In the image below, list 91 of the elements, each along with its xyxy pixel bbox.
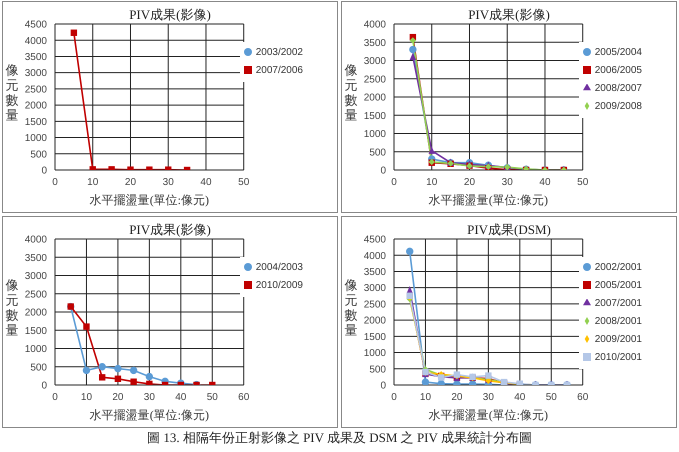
y-tick-label: 3500 — [24, 252, 48, 264]
x-tick-label: 40 — [539, 177, 551, 188]
legend-label: 2010/2009 — [256, 280, 303, 291]
x-axis-title: 水平擺盪量(單位:像元) — [428, 408, 548, 422]
y-tick-label: 1500 — [364, 332, 386, 343]
y-tick-label: 500 — [369, 364, 386, 376]
x-axis-title: 水平擺盪量(單位:像元) — [90, 408, 210, 422]
y-axis-title: 像元數量 — [6, 278, 18, 338]
y-axis-title: 像元數量 — [6, 62, 18, 122]
y-tick-label: 1000 — [364, 348, 386, 360]
x-tick-label: 30 — [502, 177, 514, 188]
y-tick-label: 3500 — [364, 266, 386, 278]
x-tick-label: 60 — [577, 392, 589, 404]
x-tick-label: 20 — [124, 177, 136, 188]
y-tick-label: 4000 — [24, 234, 48, 246]
y-axis-title: 像元數量 — [344, 278, 358, 338]
legend-label: 2005/2004 — [594, 47, 642, 58]
y-tick-label: 0 — [380, 380, 386, 392]
legend-label: 2009/2001 — [594, 334, 642, 345]
legend-label: 2006/2005 — [594, 65, 642, 76]
x-tick-label: 0 — [52, 177, 58, 188]
y-tick-label: 0 — [41, 380, 48, 392]
y-tick-label: 4500 — [364, 234, 386, 246]
y-tick-label: 2500 — [364, 299, 386, 310]
y-tick-label: 4500 — [24, 20, 48, 31]
legend-label: 2002/2001 — [594, 262, 642, 273]
x-tick-label: 10 — [87, 177, 99, 188]
y-tick-label: 2500 — [24, 84, 48, 96]
legend-label: 2004/2003 — [256, 262, 303, 273]
legend-label: 2003/2002 — [256, 47, 303, 58]
chart-title: PIV成果(影像) — [129, 7, 211, 22]
y-tick-label: 4000 — [364, 20, 386, 31]
y-tick-label: 2000 — [24, 100, 48, 112]
legend-label: 2008/2007 — [594, 83, 642, 94]
y-tick-label: 500 — [369, 147, 386, 158]
x-tick-label: 50 — [238, 177, 250, 188]
caption: 圖 13. 相隔年份正射影像之 PIV 成果及 DSM 之 PIV 成果統計分布圖 — [146, 430, 533, 446]
legend-label: 2008/2001 — [594, 316, 642, 327]
y-tick-label: 1500 — [24, 326, 48, 337]
x-tick-label: 40 — [175, 392, 187, 404]
y-tick-label: 3000 — [24, 68, 48, 80]
y-tick-label: 1500 — [364, 110, 386, 122]
x-tick-label: 50 — [206, 392, 218, 404]
y-tick-label: 0 — [380, 166, 386, 177]
y-tick-label: 3500 — [364, 38, 386, 49]
x-tick-label: 20 — [451, 392, 463, 404]
legend-label: 2007/2001 — [594, 298, 642, 309]
y-tick-label: 0 — [41, 166, 48, 177]
y-tick-label: 1000 — [364, 129, 386, 140]
x-tick-label: 50 — [546, 392, 558, 404]
y-tick-label: 500 — [30, 362, 48, 374]
x-tick-label: 40 — [514, 392, 526, 404]
legend-label: 2010/2001 — [594, 352, 642, 363]
x-tick-label: 10 — [80, 392, 92, 404]
x-tick-label: 20 — [112, 392, 124, 404]
legend-label: 2007/2006 — [256, 65, 303, 76]
y-tick-label: 4000 — [24, 36, 48, 47]
y-tick-label: 3000 — [364, 283, 386, 294]
x-tick-label: 10 — [426, 177, 438, 188]
chart-title: PIV成果(影像) — [468, 7, 550, 22]
y-tick-label: 1500 — [24, 116, 48, 128]
x-tick-label: 20 — [464, 177, 476, 188]
x-tick-label: 0 — [391, 392, 398, 404]
x-tick-label: 30 — [144, 392, 156, 404]
x-tick-label: 40 — [200, 177, 212, 188]
y-tick-label: 2500 — [364, 74, 386, 86]
x-tick-label: 30 — [482, 392, 494, 404]
x-tick-label: 60 — [238, 392, 250, 404]
chart-title: PIV成果(DSM) — [467, 222, 551, 237]
x-tick-label: 10 — [420, 392, 432, 404]
y-tick-label: 1000 — [24, 133, 48, 144]
x-tick-label: 0 — [52, 392, 58, 404]
y-tick-label: 4000 — [364, 250, 386, 262]
y-axis-title: 像元數量 — [344, 62, 358, 122]
x-tick-label: 50 — [577, 177, 589, 188]
x-tick-label: 0 — [391, 177, 398, 188]
x-axis-title: 水平擺盪量(單位:像元) — [90, 193, 210, 207]
y-tick-label: 500 — [30, 149, 48, 160]
y-tick-label: 3000 — [364, 56, 386, 68]
y-tick-label: 2000 — [364, 92, 386, 104]
x-axis-title: 水平擺盪量(單位:像元) — [428, 193, 548, 207]
y-tick-label: 2500 — [24, 289, 48, 300]
y-tick-label: 3000 — [24, 271, 48, 282]
y-tick-label: 1000 — [24, 344, 48, 356]
legend-label: 2009/2008 — [594, 101, 642, 112]
y-tick-label: 2000 — [24, 308, 48, 319]
y-tick-label: 3500 — [24, 52, 48, 63]
chart-title: PIV成果(影像) — [129, 222, 211, 237]
legend-label: 2005/2001 — [594, 280, 642, 291]
x-tick-label: 30 — [162, 177, 174, 188]
y-tick-label: 2000 — [364, 316, 386, 327]
